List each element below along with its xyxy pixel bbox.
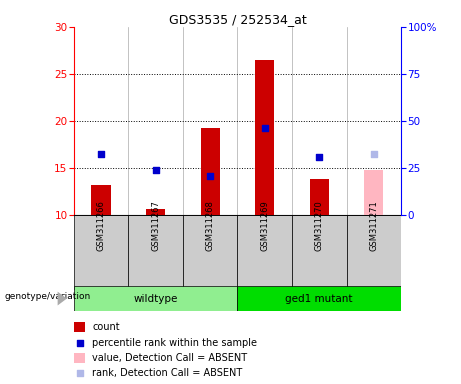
Point xyxy=(76,370,83,376)
Title: GDS3535 / 252534_at: GDS3535 / 252534_at xyxy=(169,13,306,26)
Bar xyxy=(201,127,220,215)
Bar xyxy=(74,286,237,311)
Point xyxy=(207,172,214,179)
Text: GSM311268: GSM311268 xyxy=(206,200,215,251)
Bar xyxy=(183,215,237,290)
Bar xyxy=(74,215,128,290)
Bar xyxy=(74,353,85,362)
Text: genotype/variation: genotype/variation xyxy=(5,292,91,301)
Bar xyxy=(128,215,183,290)
Point xyxy=(315,154,323,160)
Bar xyxy=(255,60,274,215)
Bar xyxy=(74,323,85,332)
Text: GSM311270: GSM311270 xyxy=(315,200,324,251)
Bar xyxy=(292,215,347,290)
Bar xyxy=(237,286,401,311)
Bar xyxy=(364,170,384,215)
Text: GSM311266: GSM311266 xyxy=(96,200,106,251)
Text: rank, Detection Call = ABSENT: rank, Detection Call = ABSENT xyxy=(92,368,242,378)
Bar xyxy=(347,215,401,290)
Bar xyxy=(310,179,329,215)
Text: value, Detection Call = ABSENT: value, Detection Call = ABSENT xyxy=(92,353,247,363)
Point xyxy=(152,167,159,173)
Point xyxy=(76,339,83,346)
Bar xyxy=(146,209,165,215)
Text: GSM311267: GSM311267 xyxy=(151,200,160,251)
Bar xyxy=(237,215,292,290)
Text: wildtype: wildtype xyxy=(133,293,178,304)
Text: GSM311269: GSM311269 xyxy=(260,200,269,251)
Text: count: count xyxy=(92,322,120,332)
Point xyxy=(370,151,378,157)
Text: GSM311271: GSM311271 xyxy=(369,200,378,251)
Text: ged1 mutant: ged1 mutant xyxy=(285,293,353,304)
Bar xyxy=(91,185,111,215)
Point xyxy=(261,126,268,132)
Text: percentile rank within the sample: percentile rank within the sample xyxy=(92,338,257,348)
Point xyxy=(97,151,105,157)
